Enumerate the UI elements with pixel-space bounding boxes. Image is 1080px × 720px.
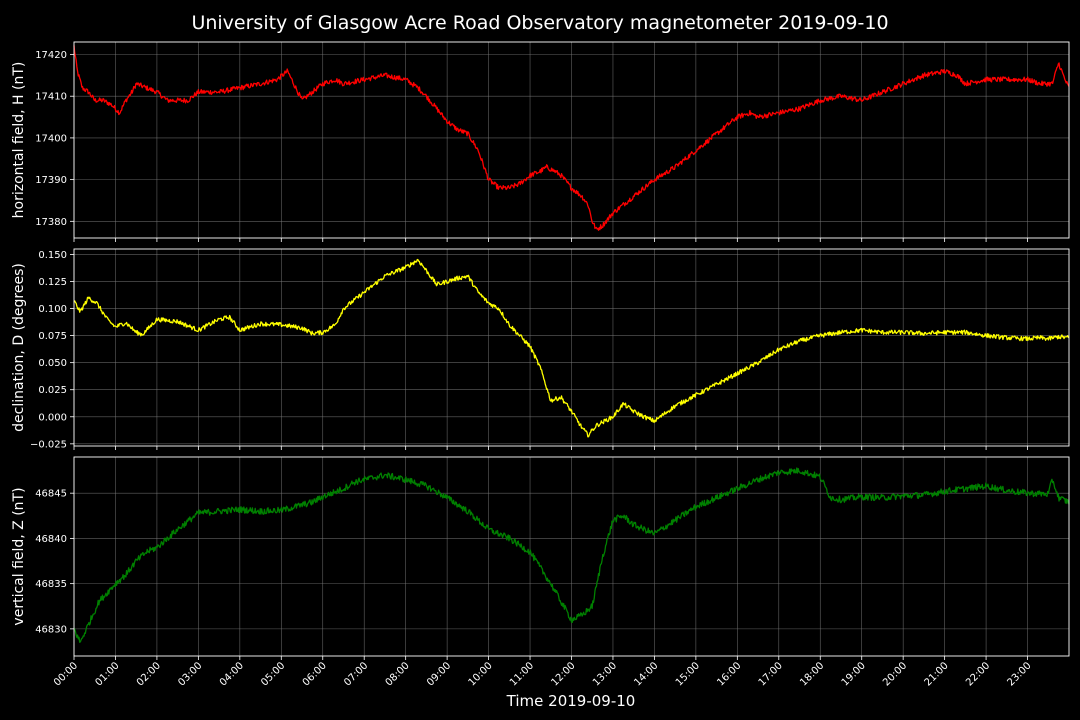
x-tick-label: 04:00 — [218, 660, 246, 688]
y-tick-label: 46835 — [35, 579, 67, 590]
y-tick-label: 17410 — [35, 92, 67, 103]
x-tick-label: 06:00 — [301, 660, 329, 688]
y-tick-label: 0.150 — [38, 250, 67, 261]
x-tick-label: 15:00 — [674, 660, 702, 688]
x-tick-label: 14:00 — [632, 660, 660, 688]
x-tick-label: 01:00 — [93, 660, 121, 688]
x-tick-label: 00:00 — [52, 660, 80, 688]
x-axis-label: Time 2019-09-10 — [506, 692, 636, 710]
panel-frame — [73, 41, 1070, 239]
x-tick-label: 10:00 — [467, 660, 495, 688]
x-tick-label: 19:00 — [840, 660, 868, 688]
x-tick-label: 02:00 — [135, 660, 163, 688]
y-axis-label: horizontal field, H (nT) — [11, 62, 27, 219]
x-tick-label: 13:00 — [591, 660, 619, 688]
panel-2: −0.025 0.000 0.025 0.050 0.075 0.100 0.125 0.15… — [11, 248, 1070, 450]
panel-frame — [73, 248, 1070, 447]
y-tick-label: 17390 — [35, 175, 67, 186]
x-tick-label: 11:00 — [508, 660, 536, 688]
y-axis-label: declination, D (degrees) — [11, 263, 27, 432]
series-line — [73, 45, 1070, 231]
x-tick-label: 20:00 — [881, 660, 909, 688]
x-tick-label: 03:00 — [176, 660, 204, 688]
x-tick-label: 07:00 — [342, 660, 370, 688]
x-tick-label: 18:00 — [798, 660, 826, 688]
x-axis: 00:00 01:00 02:00 03:00 04:00 05:00 06:00 07:00… — [52, 660, 1034, 688]
series-line — [73, 467, 1070, 643]
y-tick-label: 0.050 — [38, 358, 67, 369]
x-tick-label: 12:00 — [549, 660, 577, 688]
y-tick-label: 17380 — [35, 217, 67, 228]
panel-frame — [73, 456, 1070, 657]
chart-title: University of Glasgow Acre Road Observat… — [191, 12, 888, 34]
y-tick-label: 0.000 — [38, 412, 67, 423]
series-line — [73, 258, 1070, 438]
y-tick-label: 46845 — [35, 489, 67, 500]
x-tick-label: 05:00 — [259, 660, 287, 688]
panel-3: 46830 46835 46840 46845 vertical field, Z (n… — [11, 456, 1070, 660]
y-tick-label: 17400 — [35, 133, 67, 144]
y-tick-label: 46830 — [35, 624, 67, 635]
panel-1: 17380 17390 17400 17410 17420 horizontal fiel… — [11, 41, 1070, 242]
x-tick-label: 09:00 — [425, 660, 453, 688]
x-tick-label: 17:00 — [757, 660, 785, 688]
y-axis-label: vertical field, Z (nT) — [11, 487, 27, 625]
y-tick-label: 17420 — [35, 50, 67, 61]
x-tick-label: 16:00 — [715, 660, 743, 688]
y-tick-label: 46840 — [35, 534, 67, 545]
x-tick-label: 21:00 — [923, 660, 951, 688]
y-tick-label: −0.025 — [30, 439, 67, 450]
y-tick-label: 0.025 — [38, 385, 67, 396]
panels-group: 17380 17390 17400 17410 17420 horizontal fiel… — [11, 41, 1070, 660]
y-tick-label: 0.125 — [38, 277, 67, 288]
x-tick-label: 08:00 — [384, 660, 412, 688]
x-tick-label: 22:00 — [964, 660, 992, 688]
y-tick-label: 0.075 — [38, 331, 67, 342]
y-tick-label: 0.100 — [38, 304, 67, 315]
x-tick-label: 23:00 — [1006, 660, 1034, 688]
